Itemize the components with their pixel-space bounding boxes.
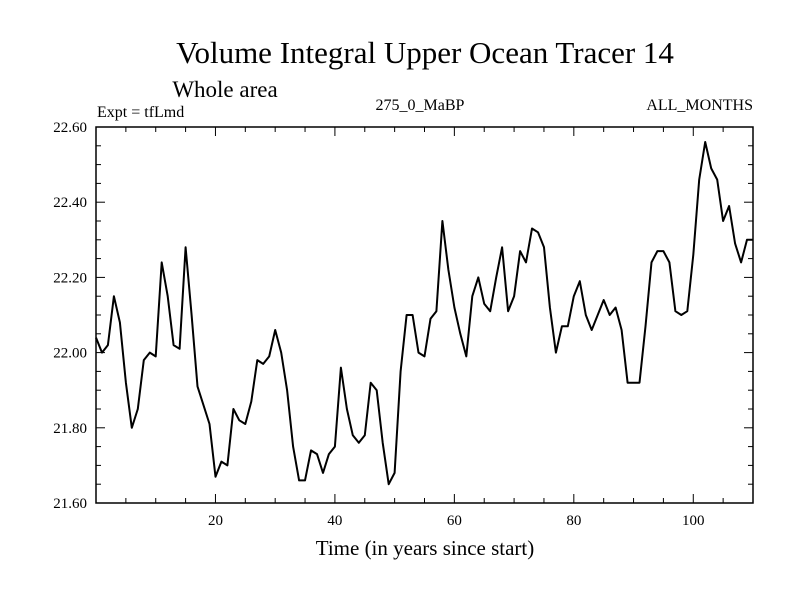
x-tick-label: 100 (682, 513, 705, 529)
experiment-label: Expt = tfLmd (97, 104, 184, 121)
y-tick-label: 21.60 (53, 496, 87, 512)
chart-subtitle: Whole area (172, 77, 277, 102)
y-tick-label: 21.80 (53, 421, 87, 437)
months-label: ALL_MONTHS (646, 97, 753, 114)
plot-frame (95, 126, 754, 504)
chart-title: Volume Integral Upper Ocean Tracer 14 (176, 35, 674, 70)
y-tick-label: 22.20 (53, 270, 87, 286)
x-tick-label: 80 (566, 513, 581, 529)
y-tick-label: 22.00 (53, 346, 87, 362)
y-tick-label: 22.60 (53, 120, 87, 136)
x-axis-label: Time (in years since start) (316, 536, 535, 560)
x-tick-label: 60 (447, 513, 462, 529)
x-tick-label: 20 (208, 513, 223, 529)
period-label: 275_0_MaBP (376, 97, 465, 114)
y-tick-label: 22.40 (53, 195, 87, 211)
x-tick-label: 40 (327, 513, 342, 529)
series-line-tracer-14 (95, 141, 753, 486)
